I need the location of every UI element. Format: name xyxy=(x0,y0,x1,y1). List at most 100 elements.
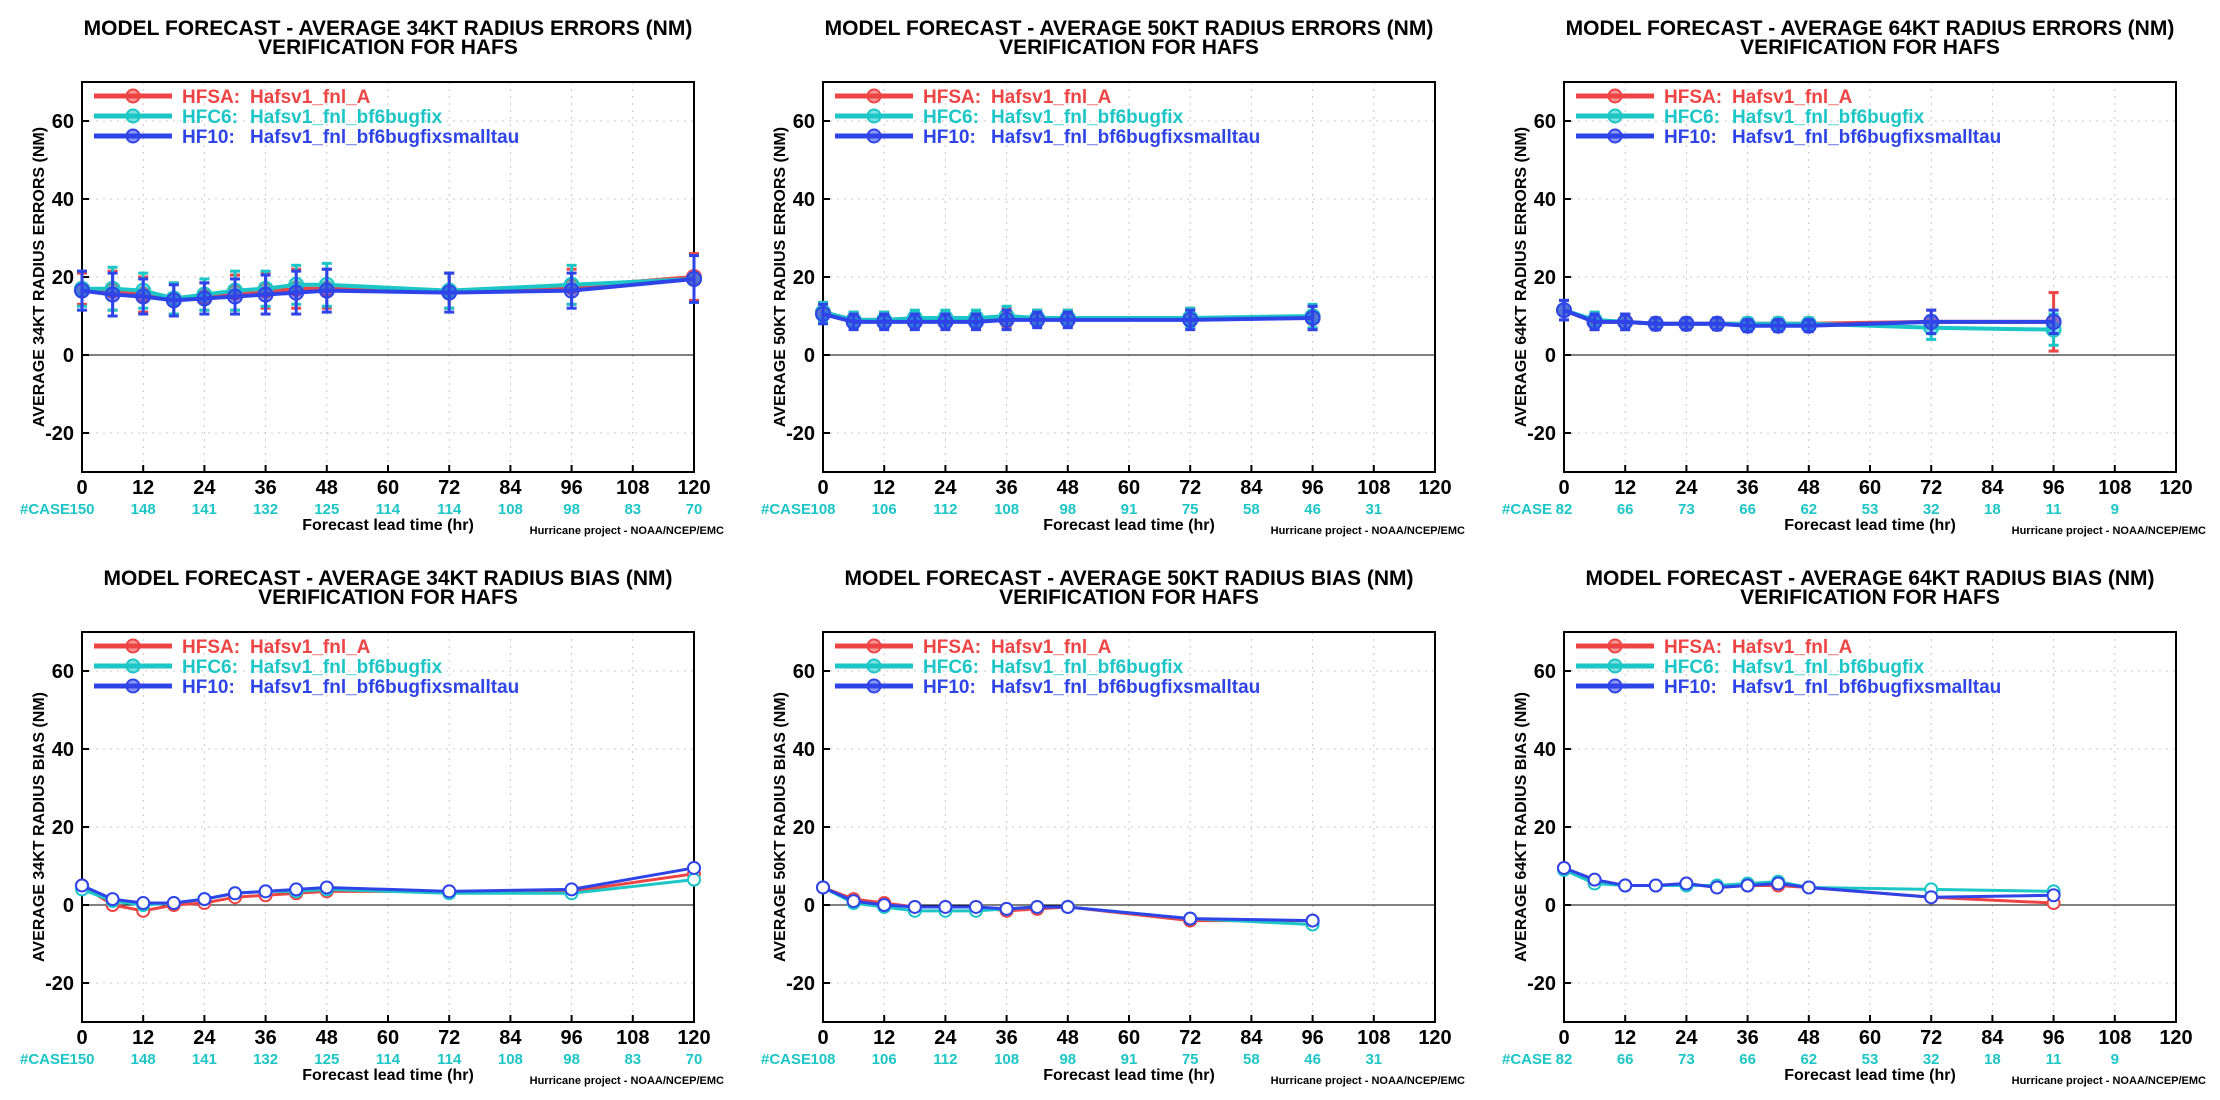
data-point xyxy=(2046,888,2061,903)
chart-title: MODEL FORECAST - AVERAGE 50KT RADIUS BIA… xyxy=(845,567,1414,590)
data-point xyxy=(165,292,182,309)
data-point xyxy=(318,282,335,299)
data-point xyxy=(999,901,1014,916)
gridlines xyxy=(1564,82,2176,472)
data-point xyxy=(288,284,305,301)
case-count: 132 xyxy=(253,1051,278,1068)
credit-text: Hurricane project - NOAA/NCEP/EMC xyxy=(530,525,724,537)
legend-model: HFSA: xyxy=(923,637,981,658)
data-point xyxy=(877,898,892,912)
chart-subtitle: VERIFICATION FOR HAFS xyxy=(258,36,518,59)
gridlines xyxy=(1564,632,2176,1022)
data-point xyxy=(846,894,861,909)
data-point xyxy=(563,282,580,299)
chart-panel-2: MODEL FORECAST - AVERAGE 50KT RADIUS ERR… xyxy=(761,17,1465,537)
case-count: 46 xyxy=(1304,1051,1321,1068)
x-axis-label: Forecast lead time (hr) xyxy=(1043,1067,1215,1084)
gridlines xyxy=(823,632,1435,1022)
case-count: 9 xyxy=(2111,1051,2119,1068)
data-point xyxy=(441,284,458,301)
chart-panel-6: MODEL FORECAST - AVERAGE 64KT RADIUS BIA… xyxy=(1502,567,2206,1087)
legend: HFSA: Hafsv1_fnl_A HFC6: Hafsv1_fnl_bf6bugf… xyxy=(1576,637,2001,698)
data-point xyxy=(845,313,862,330)
x-tick-label: 120 xyxy=(1418,477,1451,499)
legend-model: HFSA: xyxy=(1664,87,1722,108)
legend-desc: Hafsv1_fnl_bf6bugfix xyxy=(1732,107,1925,128)
data-point xyxy=(75,878,89,893)
legend-desc: Hafsv1_fnl_bf6bugfix xyxy=(1732,657,1925,678)
legend-desc: Hafsv1_fnl_A xyxy=(991,87,1112,108)
data-point xyxy=(1924,890,1939,905)
case-count: 58 xyxy=(1243,1051,1260,1068)
legend-marker xyxy=(125,658,141,674)
series-hf10 xyxy=(74,254,702,318)
credit-text: Hurricane project - NOAA/NCEP/EMC xyxy=(1271,525,1465,537)
legend-model: HFC6: xyxy=(923,107,979,128)
case-count: 106 xyxy=(872,501,897,518)
x-tick-label: 36 xyxy=(995,477,1017,499)
case-count: 112 xyxy=(933,501,957,518)
data-point xyxy=(1647,315,1664,332)
case-count: 53 xyxy=(1862,1051,1879,1068)
x-tick-label: 12 xyxy=(1614,1027,1636,1049)
data-point xyxy=(1678,315,1695,332)
data-point xyxy=(1710,880,1724,895)
x-tick-label: 36 xyxy=(254,1027,276,1049)
x-tick-label: 108 xyxy=(1357,477,1390,499)
case-count: 114 xyxy=(376,1051,401,1068)
x-tick-label: 0 xyxy=(817,477,828,499)
x-tick-label: 24 xyxy=(193,1027,216,1049)
legend-marker xyxy=(866,108,882,124)
legend-model: HFC6: xyxy=(923,657,979,678)
legend-model: HFC6: xyxy=(1664,657,1720,678)
x-tick-label: 108 xyxy=(616,477,649,499)
y-tick-label: -20 xyxy=(45,423,74,445)
series-hf10 xyxy=(816,880,1320,928)
x-tick-label: 84 xyxy=(1981,477,2004,499)
chart-panel-5: MODEL FORECAST - AVERAGE 50KT RADIUS BIA… xyxy=(761,567,1465,1087)
legend-model: HF10: xyxy=(1664,127,1717,148)
case-count: 132 xyxy=(253,501,278,518)
data-point xyxy=(564,882,579,897)
x-tick-label: 108 xyxy=(2098,1027,2131,1049)
x-tick-label: 12 xyxy=(1614,477,1636,499)
x-tick-label: 120 xyxy=(2159,477,2192,499)
legend-marker xyxy=(125,108,141,124)
case-count: 75 xyxy=(1182,501,1199,518)
legend-marker xyxy=(866,128,882,144)
data-point xyxy=(1586,313,1603,330)
series-hf10 xyxy=(815,302,1321,332)
x-tick-label: 24 xyxy=(934,477,957,499)
legend-model: HFSA: xyxy=(182,637,240,658)
y-tick-label: 40 xyxy=(793,189,815,211)
x-tick-label: 48 xyxy=(316,477,338,499)
x-tick-label: 72 xyxy=(1920,477,1942,499)
legend: HFSA: Hafsv1_fnl_A HFC6: Hafsv1_fnl_bf6bugf… xyxy=(835,87,1260,148)
case-count: 106 xyxy=(872,1051,897,1068)
y-tick-label: 20 xyxy=(52,817,74,839)
legend: HFSA: Hafsv1_fnl_A HFC6: Hafsv1_fnl_bf6bugf… xyxy=(835,637,1260,698)
x-tick-label: 108 xyxy=(616,1027,649,1049)
case-count: 70 xyxy=(686,1051,703,1068)
y-axis-label: AVERAGE 34KT RADIUS BIAS (NM) xyxy=(31,692,48,962)
legend-marker xyxy=(1607,678,1623,694)
chart-subtitle: VERIFICATION FOR HAFS xyxy=(999,36,1259,59)
legend: HFSA: Hafsv1_fnl_A HFC6: Hafsv1_fnl_bf6bugf… xyxy=(1576,87,2001,148)
case-count: 82 xyxy=(1556,1051,1573,1068)
x-tick-label: 84 xyxy=(499,477,522,499)
data-point xyxy=(968,313,984,330)
y-tick-label: -20 xyxy=(1527,423,1556,445)
chart-subtitle: VERIFICATION FOR HAFS xyxy=(258,586,518,609)
data-point xyxy=(816,880,830,895)
legend-desc: Hafsv1_fnl_bf6bugfixsmalltau xyxy=(1732,677,2001,698)
y-tick-label: 40 xyxy=(1534,739,1556,761)
legend-marker xyxy=(866,88,882,104)
data-point xyxy=(105,892,120,907)
y-tick-label: 0 xyxy=(63,895,74,917)
x-tick-label: 24 xyxy=(1675,477,1698,499)
legend-marker xyxy=(1607,108,1623,124)
x-tick-label: 84 xyxy=(1981,1027,2004,1049)
case-count: 150 xyxy=(69,501,94,518)
data-point xyxy=(1183,911,1198,926)
x-axis-label: Forecast lead time (hr) xyxy=(302,1067,474,1084)
